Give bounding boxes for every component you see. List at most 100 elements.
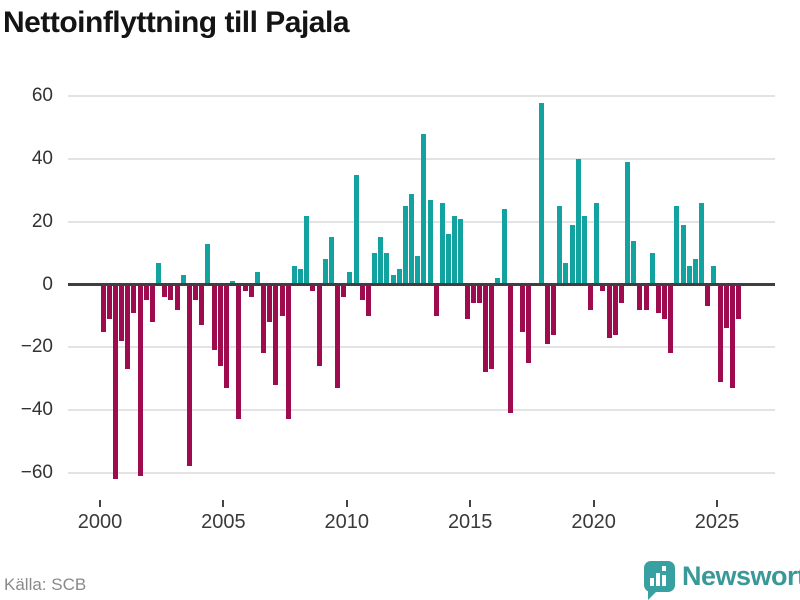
bar-2012Q3 — [409, 193, 415, 285]
bar-2022Q1 — [643, 284, 649, 310]
bar-2006Q1 — [248, 284, 254, 298]
y-axis-tick-label: 40 — [31, 148, 53, 170]
bar-2002Q1 — [149, 284, 155, 323]
bar-2024Q3 — [705, 284, 711, 307]
bar-2025Q3 — [729, 284, 735, 388]
bar-2022Q3 — [655, 284, 661, 313]
y-axis-tick-label: 0 — [42, 273, 53, 295]
bar-2001Q1 — [125, 284, 131, 370]
bar-2005Q1 — [224, 284, 229, 388]
bar-2024Q2 — [699, 203, 705, 285]
bar-2012Q4 — [415, 256, 421, 285]
bar-2000Q4 — [119, 284, 125, 341]
bar-2001Q2 — [131, 284, 137, 313]
bar-2016Q1 — [495, 278, 501, 285]
bar-2010Q2 — [353, 174, 359, 285]
gridline-y60 — [68, 95, 775, 98]
y-axis-tick-label: −40 — [20, 398, 53, 420]
bar-2023Q1 — [668, 284, 674, 354]
x-axis-tick-label: 2005 — [201, 511, 246, 533]
x-axis-tick-label: 2000 — [77, 511, 123, 533]
bar-2024Q4 — [711, 265, 717, 285]
bar-2001Q4 — [143, 284, 149, 301]
bar-2018Q3 — [557, 206, 563, 285]
bar-2000Q2 — [106, 284, 112, 319]
bar-2006Q4 — [267, 284, 273, 323]
bar-2021Q1 — [618, 284, 624, 304]
bar-2022Q2 — [649, 253, 655, 285]
bar-2012Q2 — [402, 206, 408, 285]
logo-bar-medium — [656, 573, 660, 586]
newsworthy-branding[interactable]: Newsworthy — [636, 558, 800, 600]
bar-2009Q3 — [335, 284, 341, 388]
bar-2004Q3 — [211, 284, 217, 351]
bar-2007Q4 — [291, 265, 297, 285]
y-axis-tick-label: −20 — [20, 336, 53, 358]
bar-2019Q1 — [569, 224, 575, 285]
bar-2015Q4 — [489, 284, 495, 370]
bar-2004Q2 — [205, 243, 211, 285]
bar-2021Q2 — [625, 162, 631, 285]
x-axis-tick-label: 2025 — [694, 511, 740, 533]
bar-2014Q1 — [446, 234, 452, 285]
x-axis-tick-2005 — [222, 500, 225, 507]
bar-2021Q3 — [631, 240, 637, 285]
bar-2019Q2 — [575, 159, 581, 285]
bar-2018Q1 — [544, 284, 550, 345]
bar-2011Q1 — [372, 253, 378, 285]
bar-2015Q2 — [476, 284, 482, 304]
logo-speech-tail — [648, 591, 657, 600]
logo-bar-small — [650, 578, 654, 586]
bar-2020Q1 — [594, 203, 600, 285]
bar-2019Q3 — [581, 215, 587, 285]
bar-2017Q4 — [538, 102, 544, 285]
bar-2002Q2 — [156, 262, 162, 285]
bar-2005Q2 — [230, 281, 236, 285]
bar-2023Q4 — [686, 265, 692, 285]
bar-2009Q4 — [341, 284, 347, 298]
bar-2007Q2 — [279, 284, 285, 316]
bar-2020Q2 — [600, 284, 606, 291]
bar-2018Q2 — [551, 284, 556, 335]
bar-2008Q2 — [304, 215, 310, 285]
bar-2014Q4 — [464, 284, 470, 319]
chart-title: Nettoinflyttning till Pajala — [3, 6, 350, 39]
bar-2024Q1 — [692, 259, 698, 285]
plot-area: 60 40 20 0 −20 −40 −60 2000 2005 2010 2015 2020 2025 — [20, 85, 775, 533]
gridline-y-20 — [68, 346, 775, 349]
bar-2006Q3 — [261, 284, 267, 354]
bar-2014Q3 — [458, 218, 464, 285]
bar-2016Q2 — [501, 209, 507, 285]
bar-2009Q1 — [322, 259, 328, 285]
bar-2000Q1 — [100, 284, 106, 332]
bar-2008Q4 — [316, 284, 322, 366]
gridline-y-60 — [68, 471, 775, 474]
bar-2003Q4 — [193, 284, 199, 301]
bar-2013Q1 — [421, 134, 427, 285]
x-axis-tick-2025 — [716, 500, 718, 507]
bar-2000Q3 — [112, 284, 118, 479]
bar-2010Q3 — [359, 284, 365, 301]
bar-2025Q2 — [723, 284, 729, 329]
source-label: Källa: SCB — [4, 575, 87, 594]
y-axis-tick-label: 20 — [31, 210, 53, 232]
bar-2021Q4 — [637, 284, 643, 310]
newsworthy-wordmark[interactable]: Newsworthy — [682, 561, 800, 591]
bar-2020Q4 — [612, 284, 618, 335]
bar-2003Q2 — [180, 275, 186, 285]
y-axis-tick-label: 60 — [31, 85, 53, 107]
bar-2001Q3 — [137, 284, 143, 476]
bar-2016Q3 — [507, 284, 513, 413]
bar-2005Q4 — [242, 284, 248, 291]
bar-2023Q3 — [680, 224, 686, 285]
bar-2004Q4 — [217, 284, 223, 366]
logo-dot — [662, 566, 666, 571]
bar-2017Q1 — [520, 284, 526, 332]
bar-2010Q1 — [347, 271, 353, 285]
bar-2015Q3 — [483, 284, 489, 373]
gridline-y-40 — [68, 408, 775, 411]
newsworthy-bar-chart-logo-icon[interactable] — [644, 561, 675, 592]
zero-axis-line — [68, 283, 775, 286]
bar-2020Q3 — [606, 284, 612, 338]
x-axis-tick-label: 2010 — [324, 511, 370, 533]
